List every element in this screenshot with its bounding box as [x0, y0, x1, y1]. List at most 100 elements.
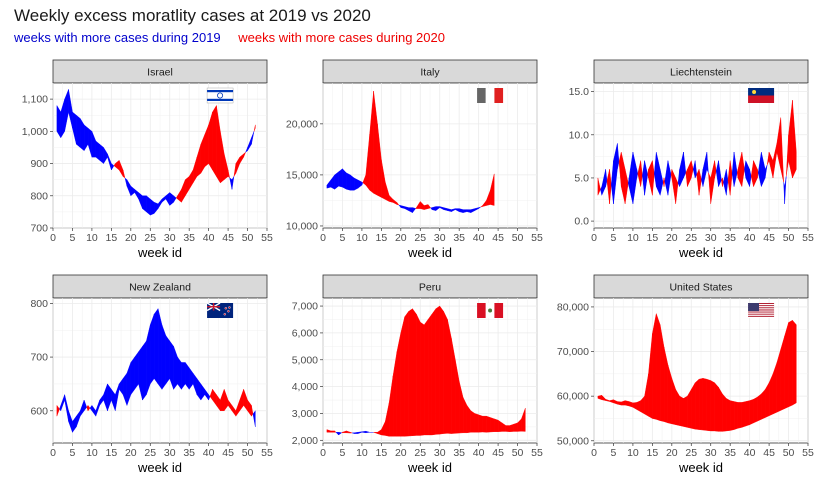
x-tick-label: 45 [763, 447, 775, 459]
ribbon-segment [490, 173, 495, 206]
ribbon-segment [741, 152, 745, 187]
ribbon-segment [478, 414, 483, 433]
panel-peru: Peru 0 5 10 15 20 25 30 35 40 45 50 55 2,000 3,000 4,00… [292, 274, 543, 475]
ribbon-segment [253, 124, 256, 132]
y-tick-label: 3,000 [292, 408, 318, 420]
ribbon-segment [679, 395, 684, 427]
x-tick-label: 0 [320, 232, 326, 244]
ribbon-segment [338, 432, 343, 436]
ribbon-segment [675, 388, 680, 426]
ribbon-segment [609, 169, 612, 204]
ribbon-segment [412, 207, 417, 214]
ribbon-segment [718, 386, 723, 432]
y-tick-label: 7,000 [292, 301, 318, 313]
ribbon-segment [470, 410, 475, 433]
x-tick-label: 5 [340, 232, 346, 244]
x-tick-label: 0 [50, 447, 56, 459]
panel-united-states: United States 0 5 10 15 20 25 30 35 40 45 50 55 50,00… [557, 274, 814, 475]
x-tick-label: 20 [125, 232, 137, 244]
ribbon-segment [231, 176, 235, 190]
ribbon-segment [722, 177, 724, 187]
panel-title: Liechtenstein [670, 67, 732, 79]
ribbon-segment [447, 319, 452, 434]
ribbon-segment [482, 415, 487, 433]
y-tick-label: 800 [30, 190, 48, 202]
x-tick-label: 45 [492, 447, 504, 459]
x-tick-label: 10 [356, 232, 368, 244]
x-tick-label: 10 [86, 232, 98, 244]
x-tick-label: 0 [50, 232, 56, 244]
ribbon-segment [706, 378, 711, 432]
ribbon-segment [659, 169, 664, 196]
panel-title: United States [669, 282, 732, 294]
ribbon-segment [153, 308, 159, 385]
ribbon-segment [757, 393, 762, 422]
legend-2019-label: weeks with more cases during 2019 [14, 30, 221, 45]
ribbon-segment [509, 423, 514, 432]
ribbon-segment [784, 322, 789, 409]
ribbon-segment [521, 408, 526, 432]
panel-title: Italy [420, 67, 440, 79]
y-tick-label: 15.0 [569, 86, 590, 98]
x-tick-label: 35 [453, 232, 465, 244]
ribbon-segment [243, 152, 246, 158]
ribbon-segment [427, 313, 433, 436]
y-tick-label: 1,100 [22, 94, 48, 106]
x-tick-label: 10 [627, 447, 639, 459]
ribbon-segment [87, 404, 91, 412]
ribbon-segment [346, 172, 351, 191]
ribbon-segment [134, 351, 139, 390]
ribbon-segment [683, 152, 687, 179]
x-tick-label: 45 [492, 232, 504, 244]
x-tick-label: 15 [106, 232, 118, 244]
ribbon-segment [505, 425, 510, 432]
x-tick-label: 30 [164, 447, 176, 459]
ribbon-segment [177, 356, 182, 390]
ribbon-segment [722, 393, 727, 432]
liechtenstein-flag [748, 88, 775, 103]
x-tick-label: 35 [453, 447, 465, 459]
ribbon-segment [597, 177, 601, 196]
y-tick-label: 1,000 [22, 126, 48, 138]
ribbon-segment [644, 160, 648, 196]
x-tick-label: 40 [203, 447, 215, 459]
x-tick-label: 5 [611, 232, 617, 244]
ribbon-segment [683, 395, 688, 428]
x-tick-label: 5 [70, 232, 76, 244]
y-tick-label: 0.0 [574, 216, 589, 228]
x-tick-label: 10 [627, 232, 639, 244]
ribbon-segment [443, 311, 448, 434]
ribbon-segment [111, 163, 115, 171]
x-tick-label: 25 [144, 447, 156, 459]
y-tick-label: 60,000 [557, 391, 589, 403]
x-tick-label: 50 [242, 232, 254, 244]
ribbon-segment [702, 378, 708, 431]
x-tick-label: 45 [763, 232, 775, 244]
united-states-flag [748, 303, 775, 318]
x-tick-label: 55 [261, 447, 273, 459]
ribbon-segment [780, 335, 785, 411]
ribbon-segment [165, 334, 170, 385]
y-tick-label: 10,000 [286, 220, 318, 232]
ribbon-segment [675, 177, 679, 204]
ribbon-segment [420, 321, 425, 436]
x-tick-label: 10 [356, 447, 368, 459]
y-tick-label: 2,000 [292, 435, 318, 447]
x-tick-label: 40 [473, 232, 485, 244]
italy-flag [477, 88, 504, 103]
y-tick-label: 70,000 [557, 346, 589, 358]
ribbon-segment [334, 430, 337, 433]
x-tick-label: 30 [164, 232, 176, 244]
ribbon-segment [698, 169, 702, 196]
ribbon-segment [122, 169, 126, 179]
ribbon-segment [663, 177, 666, 187]
panel-israel: Israel 0 5 10 15 20 25 30 35 40 45 50 55 700 800 900 1,0… [22, 59, 273, 260]
x-tick-label: 15 [106, 447, 118, 459]
ribbon-segment [400, 316, 405, 437]
ribbon-segment [624, 400, 630, 407]
legend-subtitle: weeks with more cases during 2019 weeks … [14, 30, 445, 45]
y-tick-label: 900 [30, 158, 48, 170]
ribbon-segment [792, 319, 797, 406]
new-zealand-flag [206, 302, 234, 318]
ribbon-segment [334, 171, 339, 190]
